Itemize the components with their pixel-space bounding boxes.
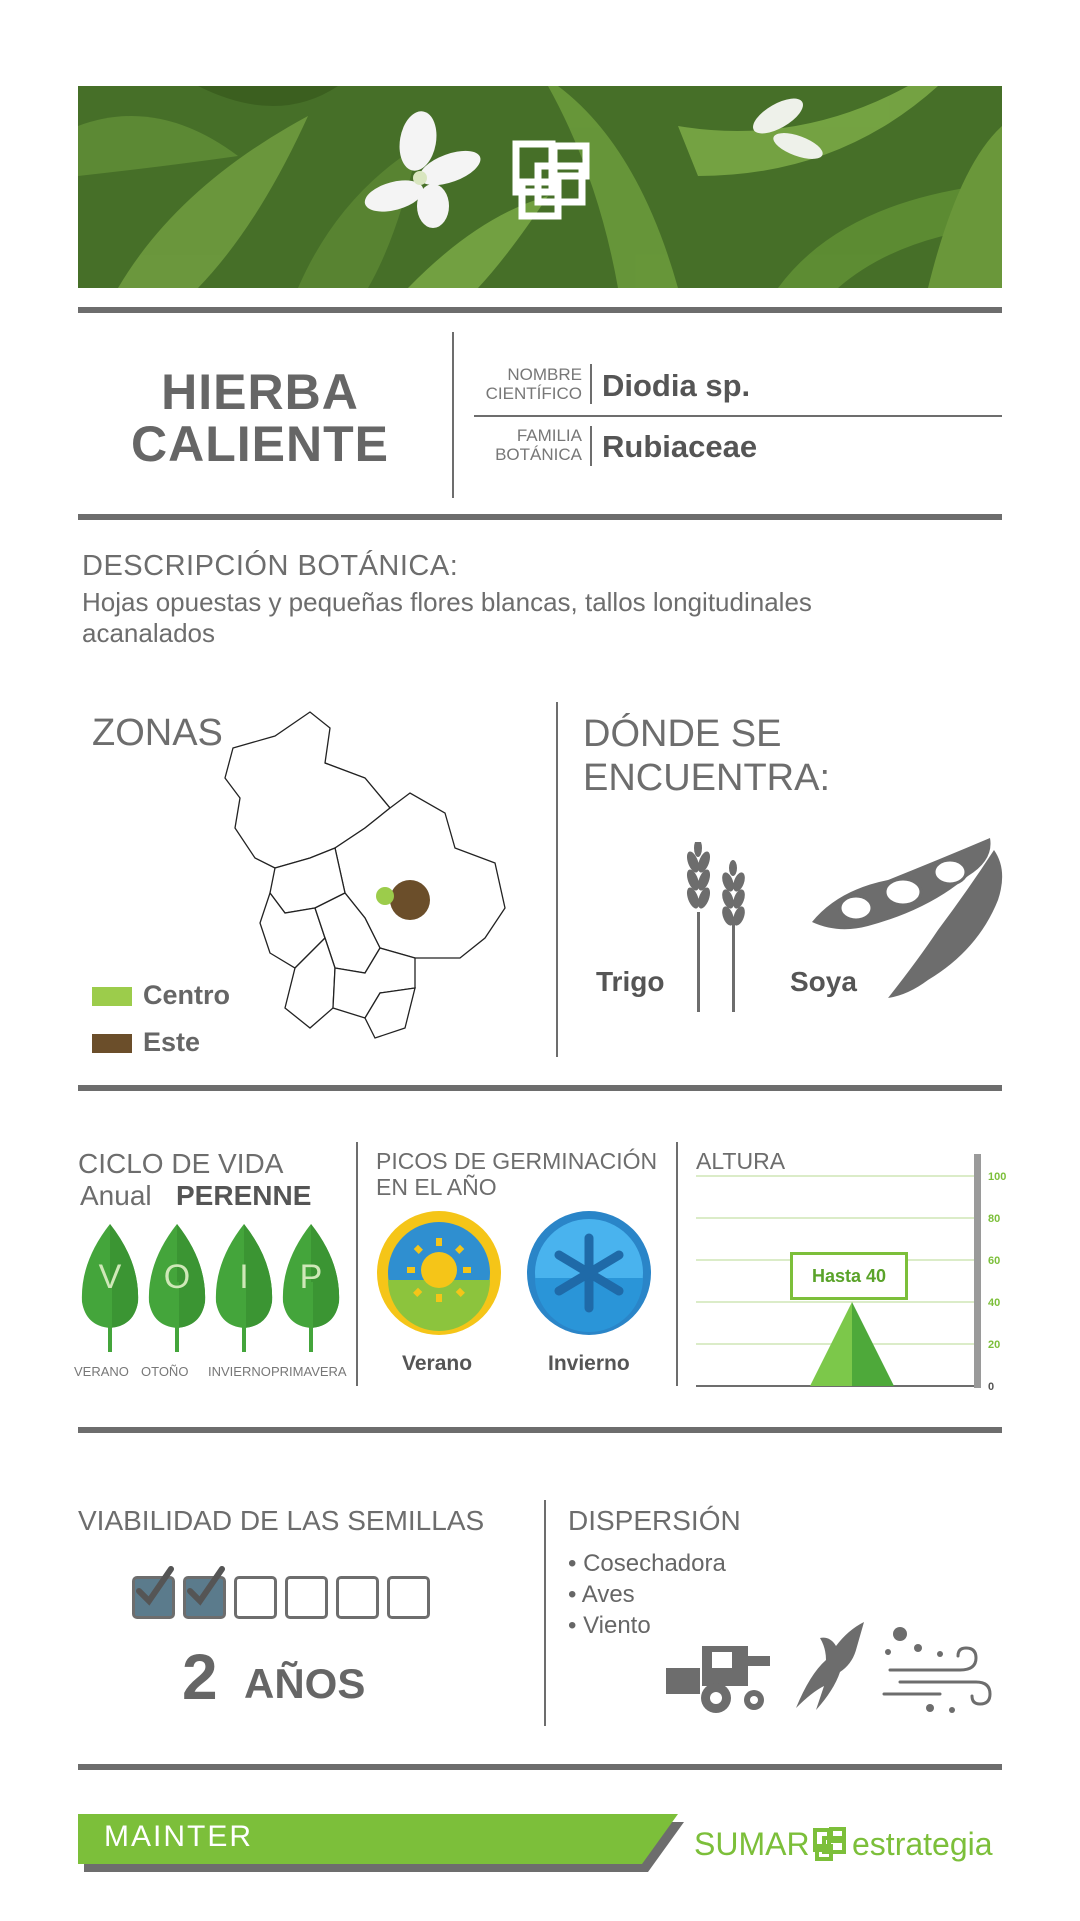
legend-label-center: Centro [143,980,230,1010]
checkbox-empty [285,1576,328,1619]
plant-name-line1: HIERBA [161,364,359,420]
checkbox-checked [183,1566,226,1619]
description-line-1: Hojas opuestas y pequeñas flores blancas… [82,587,812,617]
divider [78,514,1002,520]
snowflake-icon [526,1210,652,1341]
season-label: PRIMAVERA [271,1364,347,1379]
legend-swatch-east [92,1034,132,1053]
zone-east-marker [390,880,430,920]
zones-heading: ZONAS [92,712,223,754]
tick-label: 20 [988,1339,1000,1351]
bolivia-map [215,708,515,1053]
flower-white [364,111,481,228]
wind-icon [880,1624,1000,1721]
height-heading: ALTURA [696,1148,786,1174]
scientific-name-label-2: CIENTÍFICO [485,384,582,403]
tick-label: 60 [988,1255,1000,1267]
divider [544,1500,546,1726]
season-label: OTOÑO [141,1364,189,1379]
height-badge: Hasta 40 [790,1252,908,1300]
germination-label-summer: Verano [402,1352,473,1375]
divider [590,364,592,404]
checkbox-empty [387,1576,430,1619]
germination-label-winter: Invierno [548,1352,630,1375]
harvester-icon [662,1638,774,1719]
sun-icon [376,1210,502,1341]
divider [590,426,592,466]
life-cycle-annual: Anual [80,1180,152,1211]
description-line-2: acanalados [82,618,215,648]
zone-center-marker [376,887,394,905]
soybean-icon [808,830,1008,1005]
divider [676,1142,678,1386]
footer-band [78,1814,678,1864]
wheat-icon [676,839,756,1017]
seed-viability-number: 2 [182,1641,218,1713]
divider [452,332,454,498]
leaf-letter: O [163,1258,191,1296]
height-chart: 100 80 60 40 20 0 [692,1148,1022,1397]
leaf-letter: V [98,1258,122,1296]
scientific-name-label-1: NOMBRE [507,365,582,384]
seed-viability-heading: VIABILIDAD DE LAS SEMILLAS [78,1505,485,1536]
divider [78,1764,1002,1770]
where-heading-1: DÓNDE SE [583,713,782,755]
hero-photo [78,86,1002,288]
check-icon [187,1566,225,1606]
divider [78,1085,1002,1091]
tick-label: 80 [988,1213,1000,1225]
seed-viability-unit: AÑOS [244,1660,366,1707]
plant-name-line2: CALIENTE [131,416,389,472]
legend-swatch-center [92,987,132,1006]
dispersion-heading: DISPERSIÓN [568,1505,741,1536]
tick-label: 100 [988,1171,1006,1183]
dispersion-item-3: • Viento [568,1612,651,1639]
where-label-wheat: Trigo [596,966,665,997]
checkbox-empty [234,1576,277,1619]
season-label: INVIERNO [208,1364,271,1379]
leaf-letter: P [299,1258,323,1296]
leaf-letter: I [239,1258,249,1296]
family-label-2: BOTÁNICA [495,445,582,464]
dispersion-item-2: • Aves [568,1581,635,1608]
footer-brand-estrategia: estrategia [852,1826,993,1862]
leaf-icon: P [279,1222,343,1357]
footer-brand-sumar: SUMAR [694,1826,810,1862]
season-label: VERANO [74,1364,129,1379]
description-heading: DESCRIPCIÓN BOTÁNICA: [82,550,459,582]
divider [78,1427,1002,1433]
family-value: Rubiaceae [602,429,758,464]
legend-label-east: Este [143,1027,201,1057]
family-label-1: FAMILIA [516,426,582,445]
dispersion-item-1: • Cosechadora [568,1550,726,1577]
sumar-logo-icon [512,140,590,220]
where-heading-2: ENCUENTRA: [583,757,831,799]
life-cycle-heading: CICLO DE VIDA [78,1148,284,1179]
sumar-logo-icon [812,1826,848,1867]
divider [474,415,1002,417]
bird-icon [790,1620,868,1717]
checkbox-empty [336,1576,379,1619]
height-axis [974,1154,981,1388]
leaf-icon: V [78,1222,142,1357]
leaf-icon: I [212,1222,276,1357]
tick-label: 40 [988,1297,1000,1309]
germination-heading-2: EN EL AÑO [376,1174,497,1200]
height-marker-shade [852,1302,894,1386]
germination-heading-1: PICOS DE GERMINACIÓN [376,1148,658,1174]
where-label-soy: Soya [790,966,857,997]
life-cycle-perennial: PERENNE [176,1180,312,1211]
divider [556,702,558,1057]
tick-label: 0 [988,1381,994,1392]
leaf-icon: O [145,1222,209,1357]
height-marker [810,1302,852,1386]
check-icon [136,1566,174,1606]
checkbox-checked [132,1566,175,1619]
divider [356,1142,358,1386]
divider [78,307,1002,313]
scientific-name-value: Diodia sp. [602,368,751,403]
footer-brand-mainter: MAINTER [104,1820,253,1853]
